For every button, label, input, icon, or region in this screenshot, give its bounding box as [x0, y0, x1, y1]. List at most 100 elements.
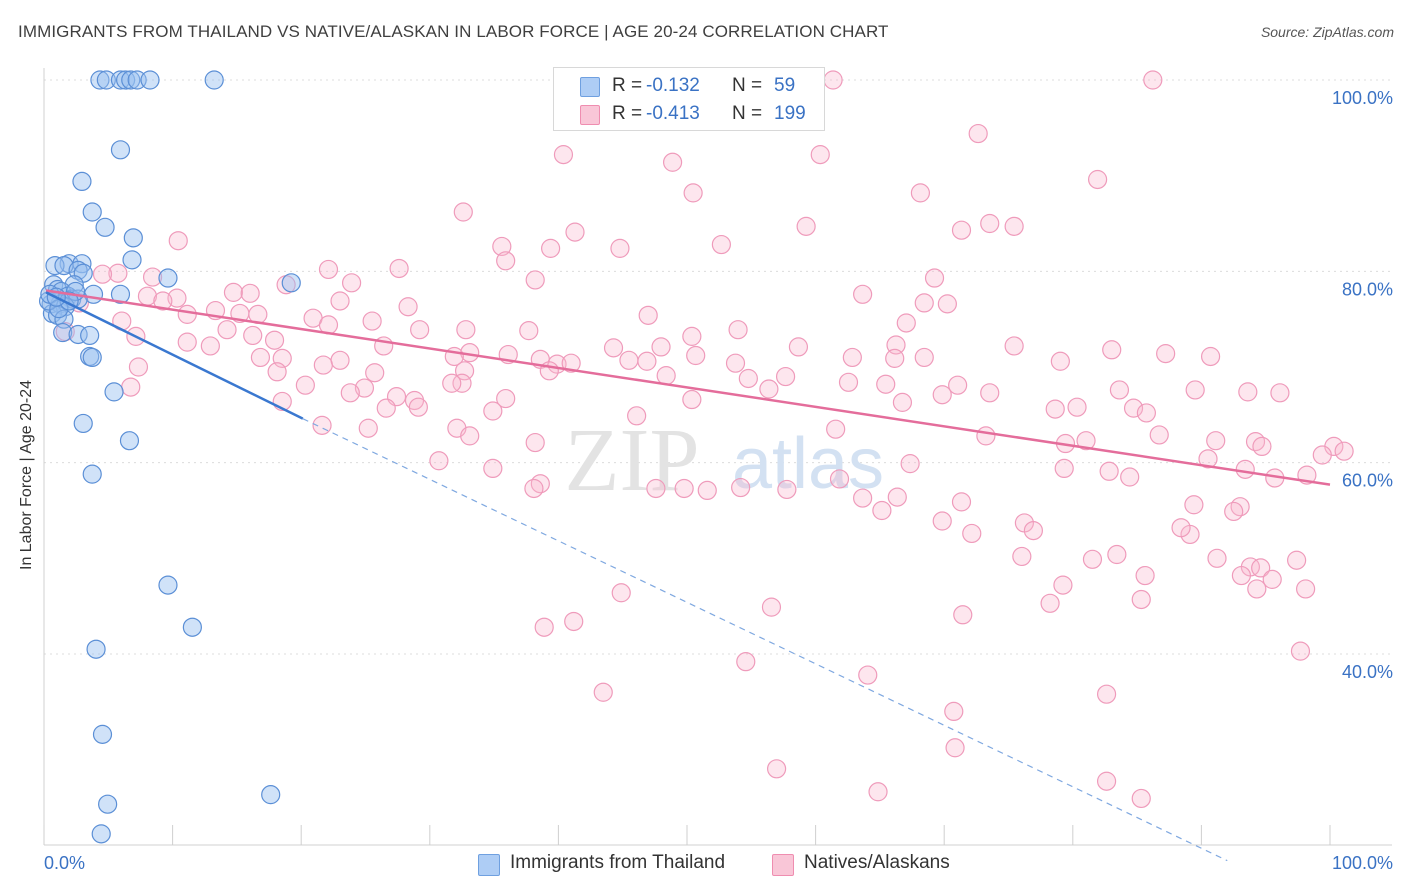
- data-point-natives: [340, 383, 360, 403]
- legend-r-label: R =: [612, 103, 643, 124]
- bottom-legend-swatch-natives: [772, 854, 794, 876]
- data-point-natives: [295, 375, 315, 395]
- data-point-natives: [240, 283, 260, 303]
- data-point-natives: [408, 397, 428, 417]
- data-point-natives: [945, 738, 965, 758]
- data-point-natives: [1296, 579, 1316, 599]
- data-point-thailand: [158, 575, 178, 595]
- data-point-natives: [910, 183, 931, 203]
- data-point-natives: [656, 366, 676, 386]
- data-point-natives: [610, 238, 630, 258]
- data-point-natives: [761, 597, 782, 617]
- data-point-natives: [565, 222, 585, 242]
- trend-lines: [45, 289, 1331, 862]
- data-point-natives: [1231, 565, 1252, 586]
- data-point-thailand: [204, 70, 224, 90]
- data-point-thailand: [82, 347, 102, 368]
- data-point-natives: [519, 321, 539, 341]
- data-point-natives: [1185, 380, 1205, 400]
- data-point-natives: [496, 388, 516, 409]
- chart-title: IMMIGRANTS FROM THAILAND VS NATIVE/ALASK…: [18, 22, 889, 41]
- data-point-natives: [142, 267, 163, 287]
- data-point-thailand: [261, 785, 281, 805]
- data-point-natives: [900, 454, 920, 474]
- data-point-natives: [892, 392, 913, 412]
- data-point-natives: [1109, 380, 1130, 400]
- data-point-natives: [1149, 425, 1169, 445]
- data-point-natives: [593, 682, 613, 702]
- data-point-thailand: [98, 794, 118, 814]
- data-point-natives: [651, 337, 671, 357]
- data-point-natives: [619, 350, 639, 370]
- data-point-thailand: [80, 325, 100, 346]
- data-point-natives: [1287, 550, 1307, 570]
- data-point-natives: [775, 366, 796, 387]
- trend-line-natives: [45, 289, 1331, 486]
- data-point-natives: [1262, 569, 1282, 589]
- legend-n-value-natives: 199: [774, 103, 806, 124]
- data-point-natives: [1096, 684, 1117, 704]
- data-point-natives: [725, 353, 746, 373]
- trend-line-thailand: [45, 291, 304, 420]
- data-point-natives: [682, 389, 702, 410]
- data-point-natives: [553, 145, 574, 165]
- data-point-thailand: [73, 413, 93, 434]
- data-point-natives: [796, 216, 816, 236]
- data-point-natives: [453, 202, 473, 222]
- data-point-natives: [853, 284, 873, 304]
- y-axis-label: In Labor Force | Age 20-24: [18, 379, 35, 570]
- data-point-thailand: [54, 255, 74, 276]
- data-point-natives: [914, 347, 934, 368]
- data-point-natives: [243, 325, 263, 346]
- data-point-natives: [177, 304, 197, 324]
- data-point-natives: [759, 379, 779, 399]
- data-point-natives: [1224, 501, 1244, 522]
- data-point-natives: [646, 478, 666, 499]
- data-point-natives: [1053, 575, 1073, 595]
- data-point-natives: [1067, 397, 1087, 417]
- data-point-natives: [829, 469, 850, 489]
- data-point-natives: [1004, 336, 1024, 356]
- data-point-natives: [1123, 398, 1144, 418]
- data-point-natives: [456, 320, 476, 340]
- data-point-natives: [365, 363, 385, 383]
- data-point-natives: [1171, 518, 1191, 538]
- data-point-natives: [1312, 445, 1332, 465]
- y-tick-label: 40.0%: [1342, 662, 1393, 682]
- data-point-thailand: [91, 824, 111, 844]
- data-point-natives: [525, 432, 545, 453]
- y-tick-label: 60.0%: [1342, 471, 1393, 491]
- data-point-natives: [1198, 449, 1218, 469]
- watermark-atlas: atlas: [732, 424, 884, 504]
- bottom-legend-label-thailand: Immigrants from Thailand: [510, 852, 726, 873]
- data-point-natives: [1040, 593, 1060, 613]
- data-point-natives: [1012, 546, 1032, 567]
- data-point-natives: [682, 326, 702, 346]
- data-point-natives: [318, 259, 339, 280]
- data-point-natives: [1087, 169, 1108, 190]
- data-point-thailand: [116, 70, 136, 90]
- data-point-natives: [868, 782, 888, 802]
- source-credit: Source: ZipAtlas.com: [1260, 24, 1394, 40]
- data-point-natives: [460, 426, 480, 446]
- data-point-natives: [483, 401, 503, 421]
- data-point-natives: [637, 351, 657, 371]
- y-tick-label: 80.0%: [1342, 279, 1393, 299]
- data-point-natives: [953, 605, 973, 625]
- data-point-natives: [738, 368, 758, 389]
- data-point-thailand: [123, 228, 143, 248]
- data-point-natives: [1107, 544, 1127, 565]
- data-point-natives: [1235, 459, 1255, 479]
- data-point-natives: [638, 305, 658, 325]
- data-point-natives: [452, 373, 472, 393]
- data-point-natives: [1238, 382, 1258, 402]
- data-point-natives: [711, 234, 731, 255]
- data-point-natives: [1050, 351, 1070, 371]
- data-point-natives: [341, 273, 362, 293]
- data-point-natives: [728, 320, 748, 340]
- data-point-natives: [810, 145, 830, 165]
- data-point-natives: [561, 353, 581, 373]
- data-point-natives: [454, 361, 475, 381]
- data-point-natives: [980, 213, 1000, 234]
- data-point-natives: [398, 297, 418, 317]
